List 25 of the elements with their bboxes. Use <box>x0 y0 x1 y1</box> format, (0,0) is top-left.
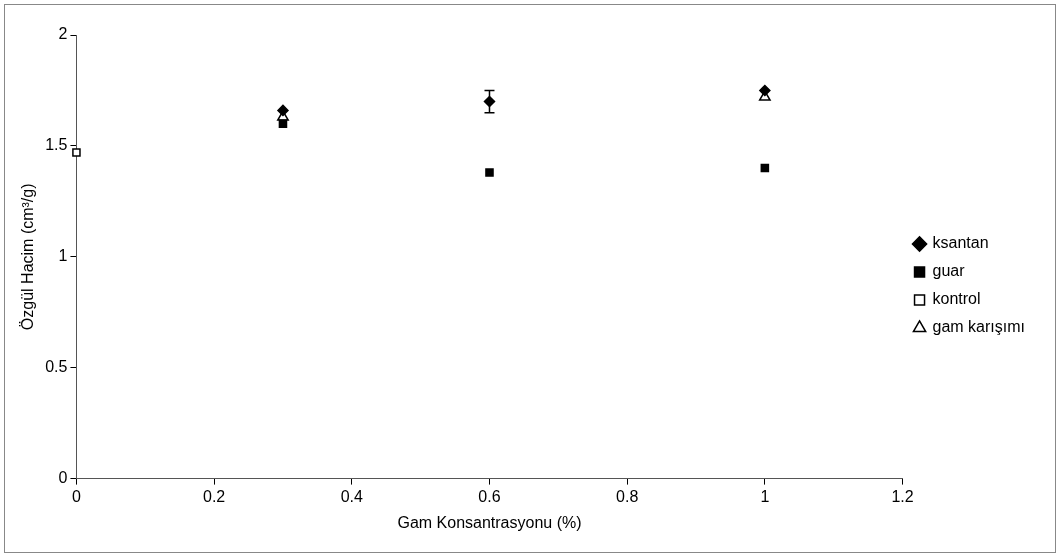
y-tick-label: 2 <box>58 25 68 43</box>
x-tick-label: 0.6 <box>478 487 501 505</box>
y-tick-label: 1.5 <box>45 136 68 154</box>
x-tick-label: 0.8 <box>616 487 639 505</box>
y-axis-title: Özgül Hacim (cm³/g) <box>19 183 37 331</box>
y-tick-label: 1 <box>58 247 68 265</box>
x-tick-label: 0 <box>71 487 81 505</box>
x-tick-label: 1.2 <box>891 487 914 505</box>
legend-label: gam karışımı <box>932 318 1026 336</box>
x-tick-label: 0.2 <box>203 487 226 505</box>
x-axis-title: Gam Konsantrasyonu (%) <box>397 513 582 531</box>
legend-label: kontrol <box>932 290 981 308</box>
point <box>72 148 81 157</box>
point <box>278 119 288 129</box>
y-tick-label: 0 <box>58 469 68 487</box>
y-tick-label: 0.5 <box>45 358 68 376</box>
point <box>759 84 771 97</box>
point <box>760 163 770 173</box>
legend-label: guar <box>932 262 966 280</box>
point <box>485 168 494 177</box>
point <box>277 104 289 117</box>
x-tick-label: 1 <box>760 487 770 505</box>
x-tick-label: 0.4 <box>340 487 364 505</box>
legend-label: ksantan <box>932 234 989 252</box>
point <box>483 95 496 108</box>
